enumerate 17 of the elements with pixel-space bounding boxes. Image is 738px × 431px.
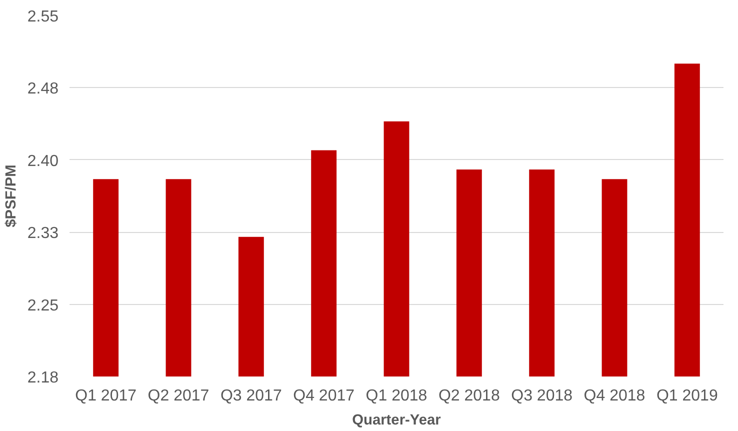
x-tick-label: Q1 2018 [366,388,428,404]
x-axis-title: Quarter-Year [352,412,442,428]
x-tick-label: Q3 2017 [220,388,282,404]
y-tick-label: 2.18 [27,370,59,386]
y-tick-label: 2.48 [27,80,59,98]
x-tick-label: Q1 2019 [656,388,718,404]
y-axis-title: $PSF/PM [3,164,20,228]
x-tick-label: Q4 2017 [293,388,355,404]
x-tick-label: Q4 2018 [584,388,646,404]
y-tick-label: 2.33 [27,225,59,242]
x-tick-label: Q2 2017 [148,388,210,404]
y-tick-label: 2.40 [27,152,59,170]
x-tick-label: Q1 2017 [75,388,137,404]
y-tick-label: 2.55 [27,8,59,26]
x-tick-label: Q2 2018 [438,388,500,404]
x-tick-label: Q3 2018 [511,388,573,404]
y-tick-label: 2.25 [27,297,59,314]
